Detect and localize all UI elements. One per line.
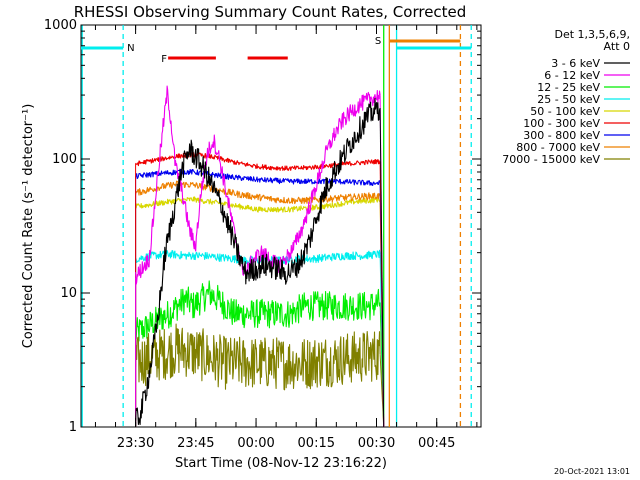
series-line-7000-15000keV <box>135 323 381 391</box>
x-tick-label: 00:30 <box>358 436 395 451</box>
night-flag-label: N <box>127 43 134 54</box>
legend-label: 100 - 300 keV <box>523 117 600 130</box>
y-axis-label: Corrected Count Rate (s⁻¹ detector⁻¹) <box>21 104 36 349</box>
x-tick-label: 00:45 <box>418 436 455 451</box>
y-tick-label: 10 <box>60 286 77 301</box>
legend-label: 25 - 50 keV <box>537 93 600 106</box>
x-axis: 23:30 23:45 00:00 00:15 00:30 00:45 <box>94 25 478 451</box>
y-tick-label: 1000 <box>44 18 77 33</box>
series-line-100-300keV <box>135 151 381 171</box>
x-axis-label: Start Time (08-Nov-12 23:16:22) <box>175 456 387 471</box>
x-tick-label: 23:45 <box>177 436 214 451</box>
flag-layer: N F S <box>81 25 472 427</box>
legend-label: 50 - 100 keV <box>530 105 600 118</box>
x-tick-label: 00:15 <box>298 436 335 451</box>
chart-title: RHESSI Observing Summary Count Rates, Co… <box>74 3 467 21</box>
series-line-800-7000keV <box>135 180 381 205</box>
y-axis: 1 10 100 1000 <box>44 18 481 435</box>
y-tick-label: 100 <box>52 152 77 167</box>
plot-area: N F S <box>80 24 482 428</box>
series-end-line <box>379 108 385 428</box>
footer-date: 20-Oct-2021 13:01 <box>554 467 630 476</box>
x-tick-label: 00:00 <box>237 436 274 451</box>
flare-flag-label: F <box>161 54 167 65</box>
series-line-300-800keV <box>135 168 381 187</box>
legend-label: 300 - 800 keV <box>523 129 600 142</box>
legend-header-line-1: Det 1,3,5,6,9, <box>554 28 630 41</box>
legend-label: 12 - 25 keV <box>537 81 600 94</box>
legend-header-line-2: Att 0 <box>604 40 630 53</box>
plot-frame <box>80 24 482 428</box>
series-line-12-25keV <box>135 280 381 342</box>
legend-label: 7000 - 15000 keV <box>502 153 600 166</box>
series-line-25-50keV <box>135 249 381 265</box>
series-line-50-100keV <box>135 196 381 213</box>
series-line-6-12keV <box>135 85 381 285</box>
series-line-3-6keV <box>135 97 381 426</box>
saa-flag-label: S <box>375 36 381 47</box>
legend-label: 800 - 7000 keV <box>516 141 600 154</box>
legend-label: 6 - 12 keV <box>544 69 600 82</box>
legend-label: 3 - 6 keV <box>551 57 600 70</box>
x-tick-label: 23:30 <box>117 436 154 451</box>
y-tick-label: 1 <box>69 420 77 435</box>
series-layer <box>135 85 385 428</box>
